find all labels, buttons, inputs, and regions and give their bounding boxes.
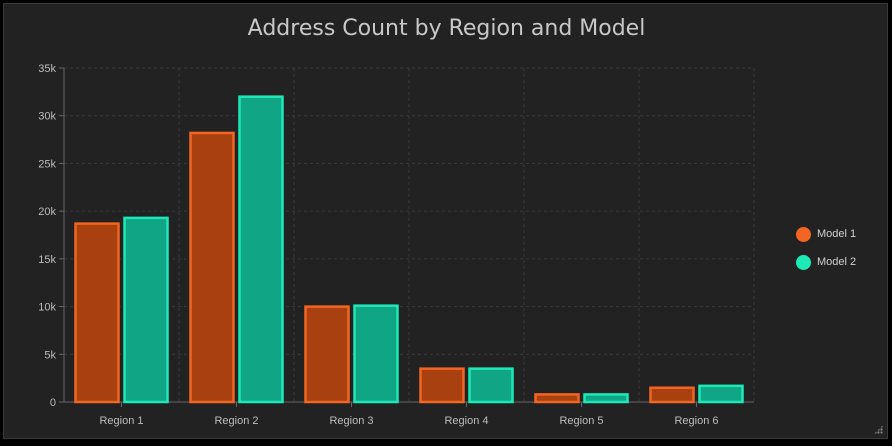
- x-tick-label: Region 1: [99, 415, 143, 427]
- resize-grip-icon[interactable]: [874, 425, 883, 434]
- x-tick-label: Region 6: [674, 415, 718, 427]
- legend-label: Model 2: [817, 256, 857, 268]
- y-tick-label: 20k: [38, 206, 56, 218]
- bar-model-1-region-6: [649, 386, 695, 404]
- bar-model-1-region-5: [534, 393, 580, 404]
- y-tick-label: 15k: [38, 254, 56, 266]
- bar-model-2-region-4: [468, 367, 514, 404]
- chart-panel: Address Count by Region and Model 0 5k 10k…: [3, 3, 888, 439]
- chart-legend: Model 1 Model 2: [796, 225, 856, 281]
- legend-swatch-icon: [796, 226, 811, 242]
- bar-model-1-region-2: [189, 131, 235, 404]
- legend-swatch-icon: [796, 254, 811, 270]
- legend-item-model-2[interactable]: Model 2: [796, 253, 856, 271]
- bar-model-2-region-6: [698, 384, 744, 404]
- bar-chart: 0 5k 10k 15k 20k 25k 30k 35k Region 1 Region 2 Reg…: [38, 63, 755, 427]
- bar-model-2-region-3: [353, 304, 399, 404]
- x-tick-label: Region 5: [559, 415, 603, 427]
- chart-title: Address Count by Region and Model: [247, 16, 646, 41]
- legend-item-model-1[interactable]: Model 1: [796, 225, 856, 243]
- y-tick-label: 35k: [38, 63, 56, 75]
- bar-model-2-region-2: [238, 95, 284, 404]
- bar-model-1-region-3: [304, 305, 350, 404]
- y-tick-label: 5k: [44, 349, 56, 361]
- bar-model-1-region-4: [419, 367, 465, 404]
- y-tick-label: 10k: [38, 302, 56, 314]
- x-tick-label: Region 2: [214, 415, 258, 427]
- bar-model-1-region-1: [74, 222, 120, 404]
- y-tick-label: 25k: [38, 158, 56, 170]
- x-tick-label: Region 3: [329, 415, 373, 427]
- bar-model-2-region-5: [583, 393, 629, 404]
- y-tick-label: 0: [50, 397, 56, 409]
- y-tick-label: 30k: [38, 111, 56, 123]
- legend-label: Model 1: [817, 228, 857, 240]
- bar-model-2-region-1: [123, 216, 169, 404]
- x-tick-label: Region 4: [444, 415, 488, 427]
